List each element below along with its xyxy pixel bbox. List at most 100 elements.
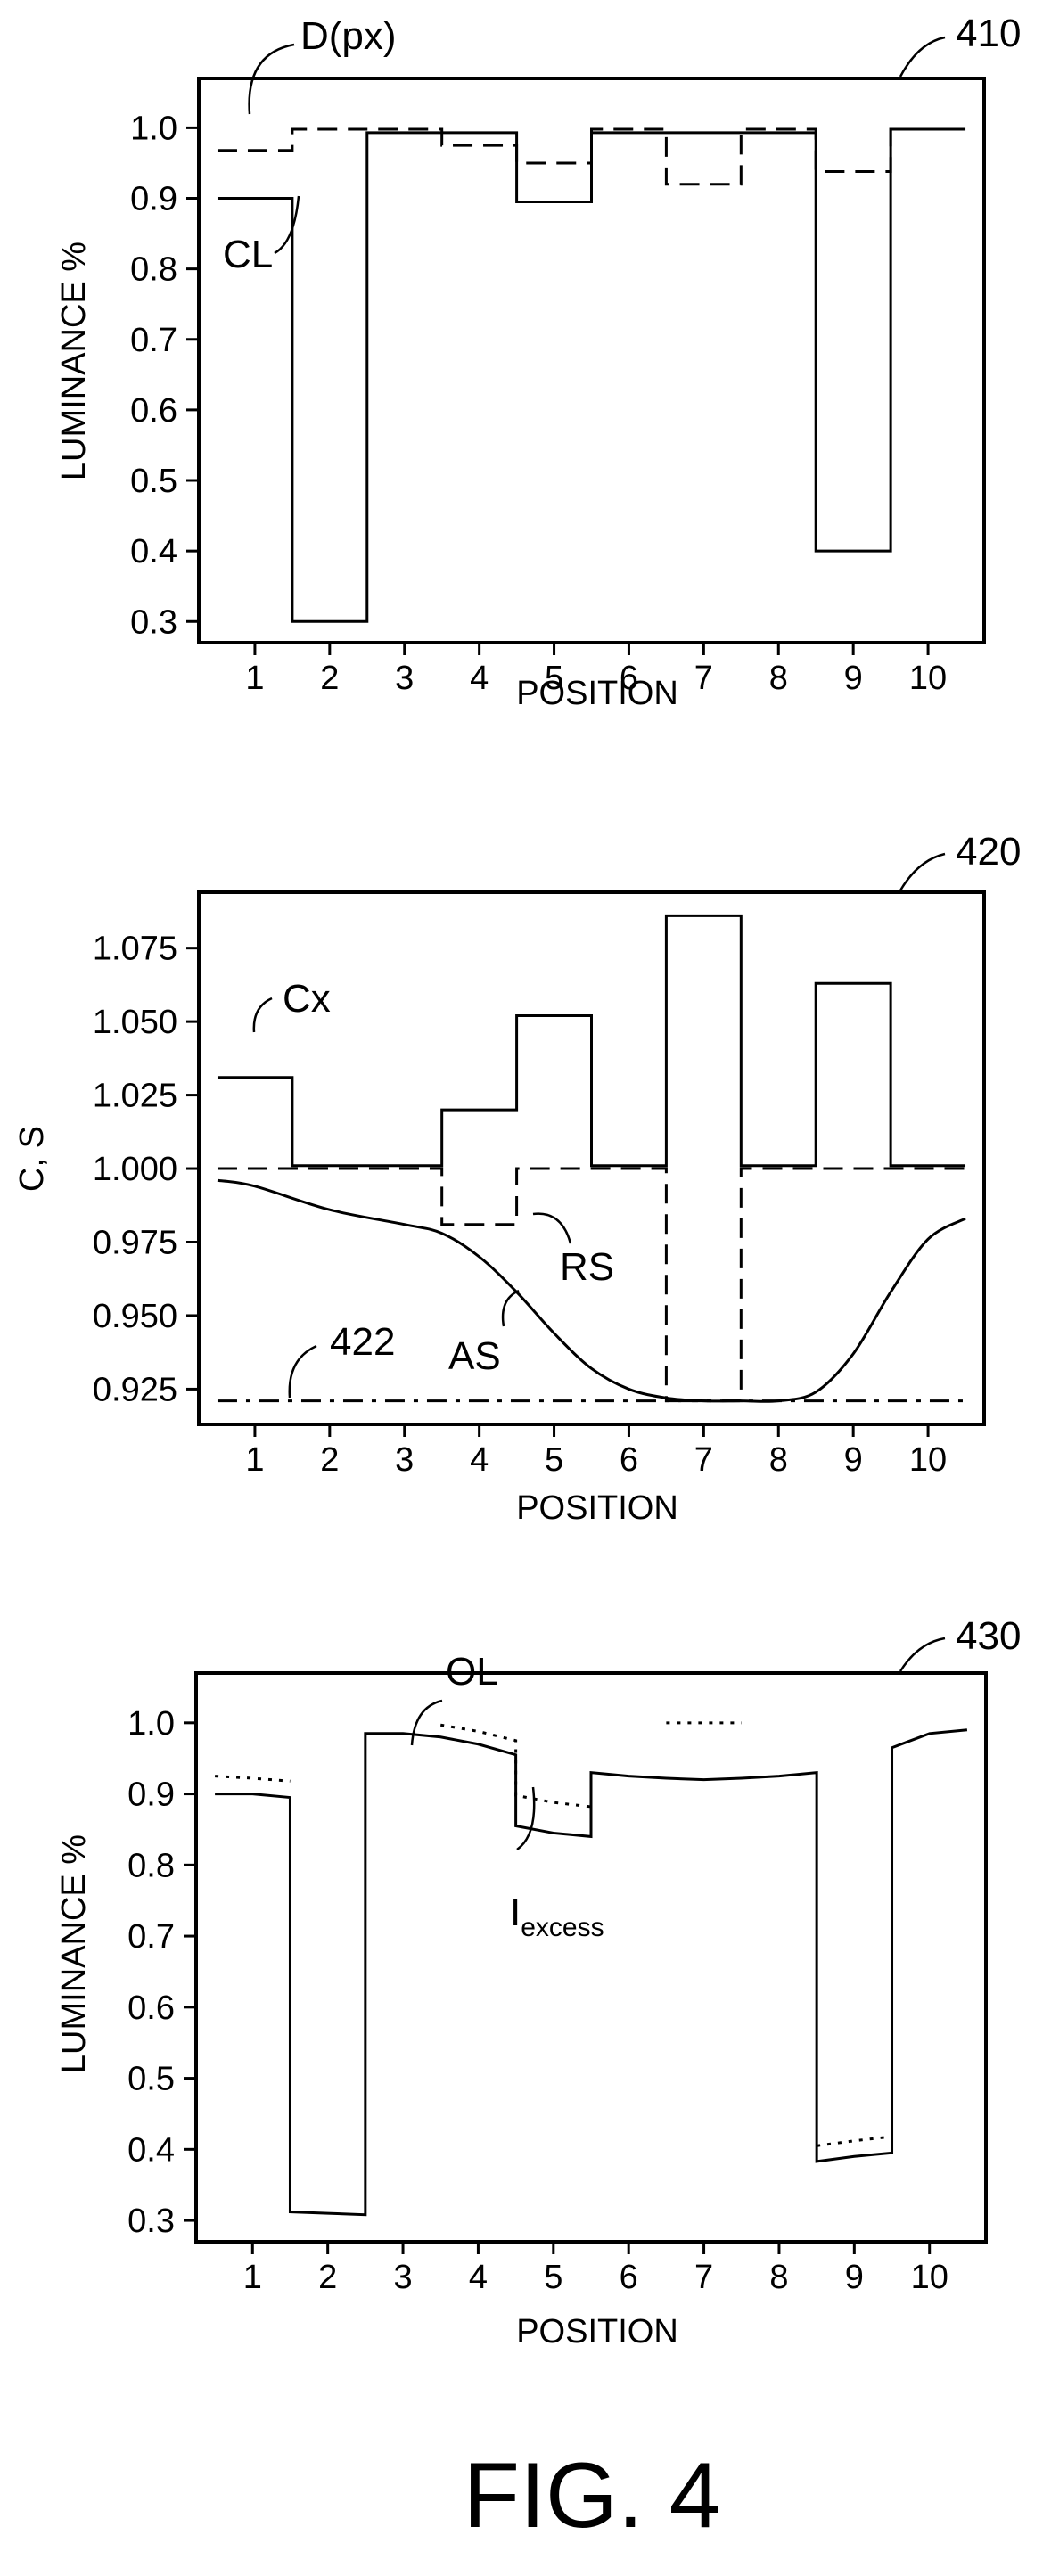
panel-430-plot	[215, 1721, 968, 2217]
dpx-label: D(px)	[300, 14, 397, 58]
x-tick-label: 10	[911, 2259, 948, 2296]
panel-420-y-ticks: 0.925 0.950 0.975 1.000 1.025 1.050 1.075	[93, 931, 199, 1408]
rs-label: RS	[560, 1245, 614, 1289]
ref-422-leader	[288, 1344, 317, 1399]
series-d-px-	[217, 127, 966, 186]
panel-430-y-ticks: 0.3 0.4 0.5 0.6 0.7 0.8 0.9 1.0	[127, 1705, 196, 2240]
rs-leader	[532, 1212, 572, 1244]
x-tick-label: 10	[909, 660, 947, 697]
x-tick-label: 8	[769, 2259, 788, 2296]
x-tick-label: 3	[393, 2259, 412, 2296]
x-tick-label: 4	[469, 2259, 488, 2296]
x-tick-label: 6	[620, 660, 638, 697]
x-tick-label: 7	[694, 1441, 713, 1479]
x-tick-label: 9	[845, 2259, 864, 2296]
panel-420-x-ticks: 1 2 3 4 5 6 7 8 9 10	[245, 1424, 947, 1479]
y-tick-label: 0.8	[127, 1847, 175, 1884]
x-tick-label: 5	[545, 660, 563, 697]
y-tick-label: 1.000	[93, 1151, 177, 1188]
x-tick-label: 9	[844, 1441, 863, 1479]
panel-410-x-ticks: 1 2 3 4 5 6 7 8 9 10	[245, 643, 947, 697]
x-tick-label: 7	[694, 2259, 713, 2296]
y-tick-label: 0.7	[127, 1918, 175, 1956]
panel-430-ref-label: 430	[956, 1614, 1021, 1658]
x-tick-label: 2	[320, 1441, 339, 1479]
panel-410-ref-leader	[899, 36, 946, 78]
y-tick-label: 0.4	[127, 2131, 175, 2169]
panel-430-y-axis-label: LUMINANCE %	[55, 1834, 93, 2073]
y-tick-label: 0.925	[93, 1371, 177, 1408]
x-tick-label: 7	[694, 660, 713, 697]
panel-420-plot	[217, 914, 966, 1403]
x-tick-label: 9	[844, 660, 863, 697]
cx-leader	[252, 997, 273, 1033]
series-cx	[217, 914, 966, 1168]
x-tick-label: 3	[395, 1441, 414, 1479]
x-tick-label: 1	[243, 2259, 262, 2296]
panel-410-x-axis-label: POSITION	[516, 675, 678, 712]
panel-410: 0.3 0.4 0.5 0.6 0.7 0.8 0.9 1.0 1 2 3 4 5 6 7 8 9 10 POS…	[55, 12, 1021, 712]
y-tick-label: 1.050	[93, 1004, 177, 1041]
x-tick-label: 10	[909, 1441, 947, 1479]
y-tick-label: 1.025	[93, 1078, 177, 1115]
y-tick-label: 1.0	[130, 110, 177, 147]
iexcess-leader	[516, 1786, 536, 1851]
x-tick-label: 5	[545, 1441, 563, 1479]
y-tick-label: 0.4	[130, 533, 177, 570]
x-tick-label: 5	[544, 2259, 562, 2296]
panel-410-y-ticks: 0.3 0.4 0.5 0.6 0.7 0.8 0.9 1.0	[130, 110, 199, 641]
y-tick-label: 0.5	[130, 463, 177, 500]
panel-410-y-axis-label: LUMINANCE %	[55, 242, 93, 480]
y-tick-label: 1.075	[93, 931, 177, 968]
panel-430-ref-leader	[899, 1637, 946, 1672]
x-tick-label: 4	[470, 660, 489, 697]
y-tick-label: 0.3	[130, 603, 177, 641]
y-tick-label: 0.6	[127, 1989, 175, 2027]
dpx-leader	[248, 43, 295, 115]
series-ol	[215, 1728, 968, 2217]
y-tick-label: 0.9	[130, 181, 177, 218]
y-tick-label: 0.6	[130, 392, 177, 430]
x-tick-label: 2	[320, 660, 339, 697]
cl-label: CL	[223, 233, 273, 276]
ol-label: OL	[446, 1650, 498, 1694]
panel-410-frame	[197, 77, 986, 644]
iexcess-label-main: I	[510, 1891, 521, 1934]
panel-430: 0.3 0.4 0.5 0.6 0.7 0.8 0.9 1.0 1 2 3 4 5 6 7 8 9 10 POS…	[55, 1614, 1021, 2350]
figure-label: FIG. 4	[464, 2444, 721, 2547]
x-tick-label: 2	[318, 2259, 337, 2296]
series-rs	[217, 1167, 966, 1403]
y-tick-label: 0.9	[127, 1776, 175, 1814]
as-label: AS	[448, 1334, 501, 1378]
x-tick-label: 3	[395, 660, 414, 697]
panel-430-x-ticks: 1 2 3 4 5 6 7 8 9 10	[243, 2242, 948, 2296]
panel-420-frame	[197, 890, 986, 1426]
y-tick-label: 0.7	[130, 322, 177, 359]
panel-420-ref-label: 420	[956, 830, 1021, 874]
series-as	[217, 1178, 966, 1403]
panel-430-frame	[194, 1671, 988, 2244]
x-tick-label: 6	[620, 2259, 638, 2296]
y-tick-label: 0.8	[130, 251, 177, 289]
ref-422-label: 422	[330, 1320, 395, 1364]
y-tick-label: 0.950	[93, 1298, 177, 1335]
cl-leader	[274, 195, 300, 255]
x-tick-label: 1	[245, 1441, 264, 1479]
x-tick-label: 1	[245, 660, 264, 697]
ol-leader	[410, 1699, 443, 1746]
panel-420-ref-leader	[899, 852, 946, 891]
y-tick-label: 1.0	[127, 1705, 175, 1743]
y-tick-label: 0.5	[127, 2061, 175, 2098]
panel-430-x-axis-label: POSITION	[516, 2313, 678, 2350]
x-tick-label: 6	[620, 1441, 638, 1479]
y-tick-label: 0.975	[93, 1225, 177, 1262]
series-cl	[217, 127, 966, 623]
panel-420: 0.925 0.950 0.975 1.000 1.025 1.050 1.075 1 2 3 4…	[13, 830, 1021, 1527]
x-tick-label: 8	[769, 1441, 788, 1479]
iexcess-label: Iexcess	[510, 1891, 604, 1942]
y-tick-label: 0.3	[127, 2203, 175, 2240]
panel-410-plot	[217, 127, 966, 623]
panel-420-y-axis-label: C, S	[13, 1126, 51, 1192]
panel-420-x-axis-label: POSITION	[516, 1489, 678, 1527]
